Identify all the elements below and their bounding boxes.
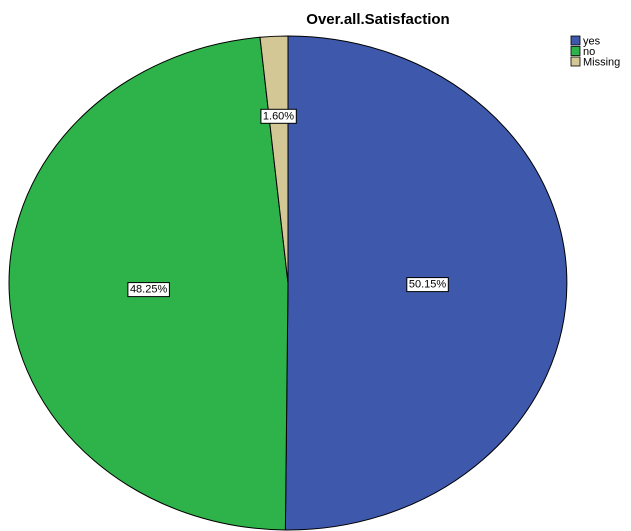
data-label-box bbox=[127, 282, 170, 298]
data-label-no: 48.25% bbox=[127, 282, 170, 298]
data-label-text: 50.15% bbox=[409, 279, 447, 291]
pie-slice-missing bbox=[259, 35, 289, 284]
legend-swatch-no bbox=[570, 46, 581, 56]
data-label-missing: 1.60% bbox=[260, 108, 297, 124]
data-label-box bbox=[406, 277, 449, 293]
data-label-text: 48.25% bbox=[130, 284, 168, 296]
chart-title: Over.all.Satisfaction bbox=[306, 11, 449, 28]
legend-swatch-yes bbox=[570, 35, 581, 46]
legend-label-yes: yes bbox=[583, 36, 601, 48]
legend-swatch-missing bbox=[570, 56, 581, 67]
pie-data-labels: 50.15% 48.25% 1.60% bbox=[127, 108, 449, 298]
data-label-yes: 50.15% bbox=[406, 277, 449, 293]
legend-label-missing: Missing bbox=[583, 57, 620, 69]
data-label-text: 1.60% bbox=[263, 110, 294, 122]
legend-label-no: no bbox=[583, 46, 595, 58]
data-label-box bbox=[260, 108, 297, 124]
